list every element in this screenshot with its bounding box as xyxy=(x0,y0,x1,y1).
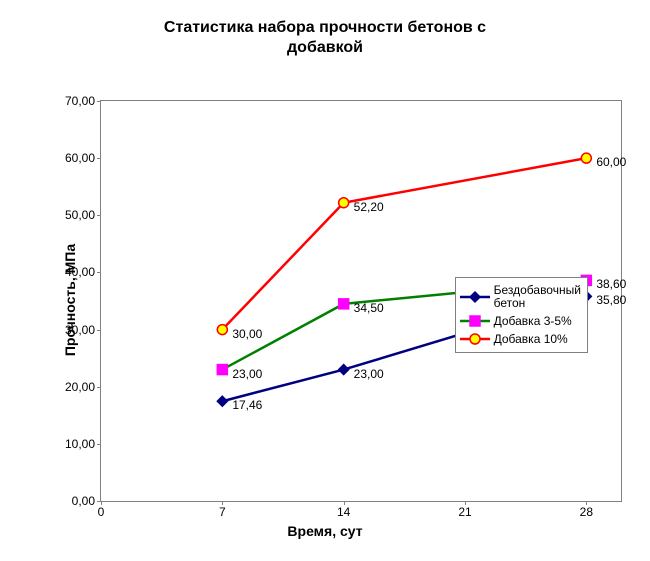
y-tick-label: 10,00 xyxy=(65,437,101,451)
y-tick-label: 40,00 xyxy=(65,265,101,279)
legend-item: Бездобавочный бетон xyxy=(460,282,581,312)
y-tick-mark xyxy=(97,387,101,388)
point-label: 60,00 xyxy=(596,155,626,169)
point-label: 17,46 xyxy=(232,398,262,412)
series-marker xyxy=(339,198,349,208)
point-label: 23,00 xyxy=(354,367,384,381)
x-tick-mark xyxy=(344,501,345,505)
y-tick-label: 70,00 xyxy=(65,94,101,108)
point-label: 30,00 xyxy=(232,327,262,341)
legend-sample xyxy=(460,332,490,346)
legend: Бездобавочный бетон Добавка 3-5% Добавка 1… xyxy=(455,277,588,353)
series-marker xyxy=(217,396,227,406)
y-tick-label: 50,00 xyxy=(65,208,101,222)
series-marker xyxy=(581,153,591,163)
chart-container: Статистика набора прочности бетонов с до… xyxy=(0,0,650,561)
series-marker xyxy=(217,325,227,335)
y-tick-mark xyxy=(97,330,101,331)
y-tick-mark xyxy=(97,444,101,445)
point-label: 35,80 xyxy=(596,293,626,307)
point-label: 52,20 xyxy=(354,200,384,214)
point-label: 38,60 xyxy=(596,277,626,291)
series-marker xyxy=(339,299,349,309)
y-axis-label: Прочность, МПа xyxy=(62,244,78,356)
x-axis-label: Время, сут xyxy=(0,523,650,539)
legend-label: Добавка 3-5% xyxy=(494,315,572,328)
legend-label: Бездобавочный бетон xyxy=(494,284,581,310)
y-tick-label: 60,00 xyxy=(65,151,101,165)
x-tick-mark xyxy=(101,501,102,505)
y-tick-label: 20,00 xyxy=(65,380,101,394)
legend-item: Добавка 3-5% xyxy=(460,312,581,330)
legend-item: Добавка 10% xyxy=(460,330,581,348)
series-marker xyxy=(217,365,227,375)
y-tick-mark xyxy=(97,272,101,273)
y-tick-mark xyxy=(97,101,101,102)
series-marker xyxy=(339,365,349,375)
y-tick-mark xyxy=(97,158,101,159)
x-tick-mark xyxy=(586,501,587,505)
legend-label: Добавка 10% xyxy=(494,333,568,346)
x-tick-mark xyxy=(465,501,466,505)
point-label: 34,50 xyxy=(354,301,384,315)
y-tick-mark xyxy=(97,215,101,216)
legend-sample xyxy=(460,314,490,328)
legend-sample xyxy=(460,290,490,304)
x-tick-mark xyxy=(222,501,223,505)
point-label: 23,00 xyxy=(232,367,262,381)
chart-title: Статистика набора прочности бетонов с до… xyxy=(0,18,650,58)
y-tick-label: 30,00 xyxy=(65,323,101,337)
plot-area: 0,0010,0020,0030,0040,0050,0060,0070,000… xyxy=(100,100,622,502)
